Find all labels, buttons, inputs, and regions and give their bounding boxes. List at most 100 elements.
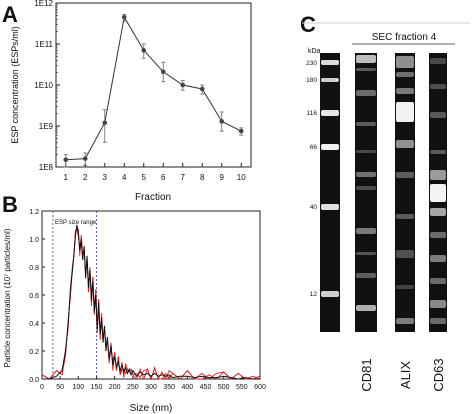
chart-b-y-tick-label: 0.8 (29, 265, 39, 272)
chart-a-x-tick-label: 6 (161, 173, 166, 182)
blot-band (430, 255, 446, 262)
blot-marker-label: 230 (306, 60, 317, 67)
chart-a-x-tick-label: 9 (220, 173, 225, 182)
panel-c-letter: C (300, 12, 316, 37)
chart-b-x-tick-label: 50 (56, 384, 64, 391)
blot-marker-label: 180 (306, 77, 317, 84)
chart-a-x-tick-label: 8 (200, 173, 205, 182)
chart-a-point (160, 69, 166, 75)
blot-band (430, 232, 446, 238)
chart-b-x-axis: 0 50 100 150 200 250 300 350 400 450 500 550 600 (40, 376, 266, 391)
blot-band (396, 285, 414, 289)
chart-a-point (238, 128, 244, 134)
chart-b-y-tick-label: 1.2 (29, 209, 39, 216)
chart-a-series (63, 14, 244, 168)
chart-b-x-tick-label: 0 (40, 384, 44, 391)
blot-lane-label: ALIX (398, 361, 413, 390)
blot-band (321, 60, 339, 65)
chart-b-x-tick-label: 500 (218, 384, 230, 391)
panel-a-letter: A (2, 2, 18, 27)
chart-a-point (141, 48, 147, 53)
chart-a-x-tick-label: 7 (181, 173, 186, 182)
blot-band (321, 78, 339, 82)
blot-band (356, 273, 376, 278)
chart-b: 0.0 0.2 0.4 0.6 0.8 1.0 1.2 0 50 100 150 200 250 300… (3, 209, 266, 414)
blot-band (356, 252, 376, 255)
chart-a-point (199, 86, 205, 92)
blot-band (396, 102, 414, 122)
panel-b-letter: B (2, 192, 18, 217)
blot-lane-label: CD81 (359, 358, 374, 391)
chart-b-reference-lines (52, 211, 97, 379)
chart-b-x-tick-label: 300 (145, 384, 157, 391)
blot-band (321, 144, 339, 150)
blot-marker-label: 12 (310, 291, 318, 298)
blot-band (356, 90, 376, 96)
chart-b-annotation: ESP size range (55, 220, 97, 226)
chart-a-x-tick-label: 10 (237, 173, 246, 182)
blot-band (430, 112, 446, 118)
chart-a-x-tick-label: 3 (103, 173, 108, 182)
chart-b-x-tick-label: 600 (254, 384, 266, 391)
chart-a-point (219, 119, 225, 124)
blot-band (430, 208, 446, 216)
blot-marker-labels: 230 180 116 66 40 12 (306, 60, 317, 298)
chart-a-x-tick-label: 5 (142, 173, 147, 182)
blot-band (396, 72, 414, 77)
blot-band (430, 278, 446, 284)
chart-a-x-axis: 1 2 3 4 5 6 7 8 9 10 (64, 163, 246, 182)
blot-band (356, 122, 376, 126)
blot-band (396, 172, 414, 178)
chart-a-y-axis: 1E8 1E9 1E10 1E11 1E12 (34, 0, 60, 172)
blot-lane-ladder (320, 53, 340, 332)
blot-band (321, 110, 339, 116)
blot-band (356, 172, 376, 177)
chart-b-mean-line (42, 224, 260, 380)
chart-a-x-tick-label: 4 (122, 173, 127, 182)
chart-a-y-tick-label: 1E11 (35, 40, 54, 49)
chart-a-point (63, 157, 69, 163)
chart-a-frame (55, 2, 252, 168)
chart-b-x-tick-label: 150 (91, 384, 103, 391)
blot-marker-label: 40 (310, 204, 318, 211)
chart-a-x-tick-label: 1 (64, 173, 69, 182)
blot-title: SEC fraction 4 (372, 32, 437, 43)
chart-a-xlabel: Fraction (135, 192, 171, 203)
blot-lane-label: CD63 (431, 358, 446, 391)
blot-band (321, 204, 339, 210)
chart-b-y-tick-label: 0.6 (29, 293, 39, 300)
blot-band (356, 228, 376, 234)
chart-a-y-tick-label: 1E10 (34, 81, 53, 90)
blot-band (430, 300, 446, 308)
chart-a-x-tick-label: 2 (83, 173, 88, 182)
blot-band (396, 250, 414, 258)
chart-b-x-tick-label: 550 (236, 384, 248, 391)
chart-b-x-tick-label: 350 (163, 384, 175, 391)
chart-b-y-tick-label: 1.0 (29, 237, 39, 244)
western-blot: SEC fraction 4 kDa 230 180 116 66 40 12 CD81 A… (302, 22, 470, 392)
chart-b-error-line-upper (41, 228, 261, 381)
chart-b-x-tick-label: 250 (127, 384, 139, 391)
blot-unit-label: kDa (308, 48, 321, 55)
chart-b-y-tick-label: 0.2 (29, 349, 39, 356)
blot-band (396, 56, 414, 68)
blot-band (430, 84, 446, 89)
chart-b-xlabel: Size (nm) (130, 403, 173, 414)
chart-b-x-tick-label: 200 (109, 384, 121, 391)
blot-band (356, 55, 376, 63)
chart-b-x-tick-label: 100 (72, 384, 84, 391)
blot-band (356, 68, 376, 71)
chart-b-x-tick-label: 450 (200, 384, 212, 391)
chart-b-error-line-lower (41, 228, 261, 381)
chart-b-series (41, 224, 261, 381)
chart-a-point (102, 120, 108, 126)
blot-marker-label: 116 (307, 110, 318, 117)
blot-band (321, 291, 339, 297)
blot-band (396, 140, 414, 148)
blot-marker-label: 66 (310, 144, 318, 151)
blot-band (396, 318, 414, 324)
chart-a-ylabel: ESP concentration (ESPs/ml) (10, 26, 20, 143)
blot-band (430, 318, 446, 324)
